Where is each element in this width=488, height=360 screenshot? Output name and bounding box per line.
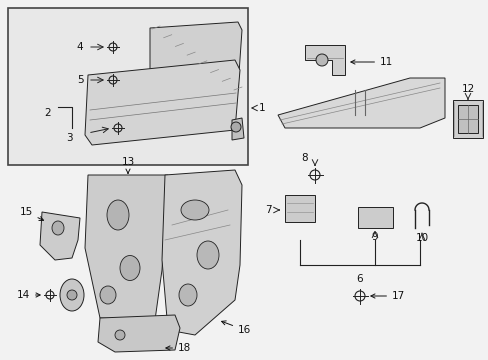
Polygon shape bbox=[40, 212, 80, 260]
Polygon shape bbox=[357, 207, 392, 228]
Ellipse shape bbox=[100, 286, 116, 304]
Polygon shape bbox=[231, 118, 244, 140]
Bar bbox=[452, 100, 482, 138]
Text: 4: 4 bbox=[77, 42, 83, 52]
Bar bbox=[8, 8, 247, 165]
Ellipse shape bbox=[107, 200, 129, 230]
Polygon shape bbox=[98, 315, 180, 352]
Ellipse shape bbox=[60, 279, 84, 311]
Polygon shape bbox=[278, 78, 444, 128]
Polygon shape bbox=[305, 45, 345, 75]
Polygon shape bbox=[285, 195, 314, 222]
Text: 3: 3 bbox=[65, 133, 72, 143]
Text: 18: 18 bbox=[165, 343, 191, 353]
Text: 14: 14 bbox=[17, 290, 40, 300]
Circle shape bbox=[67, 290, 77, 300]
Circle shape bbox=[315, 54, 327, 66]
Text: 10: 10 bbox=[415, 233, 427, 243]
Text: 1: 1 bbox=[258, 103, 265, 113]
Ellipse shape bbox=[52, 221, 64, 235]
Text: 9: 9 bbox=[371, 232, 378, 242]
Text: 5: 5 bbox=[77, 75, 83, 85]
Text: 17: 17 bbox=[370, 291, 405, 301]
Text: 8: 8 bbox=[301, 153, 307, 163]
Polygon shape bbox=[85, 60, 240, 145]
Circle shape bbox=[230, 122, 241, 132]
Text: 2: 2 bbox=[44, 108, 51, 118]
Circle shape bbox=[115, 330, 125, 340]
Polygon shape bbox=[150, 22, 242, 100]
Bar bbox=[457, 105, 477, 133]
Text: 7: 7 bbox=[265, 205, 271, 215]
Text: 6: 6 bbox=[356, 274, 363, 284]
Text: 11: 11 bbox=[350, 57, 392, 67]
Ellipse shape bbox=[181, 200, 208, 220]
Ellipse shape bbox=[120, 256, 140, 280]
Ellipse shape bbox=[179, 284, 197, 306]
Text: 13: 13 bbox=[121, 157, 134, 173]
Polygon shape bbox=[162, 170, 242, 335]
Polygon shape bbox=[85, 175, 168, 320]
Ellipse shape bbox=[197, 241, 219, 269]
Text: 16: 16 bbox=[221, 321, 251, 335]
Text: 15: 15 bbox=[20, 207, 43, 220]
Text: 12: 12 bbox=[461, 84, 474, 94]
